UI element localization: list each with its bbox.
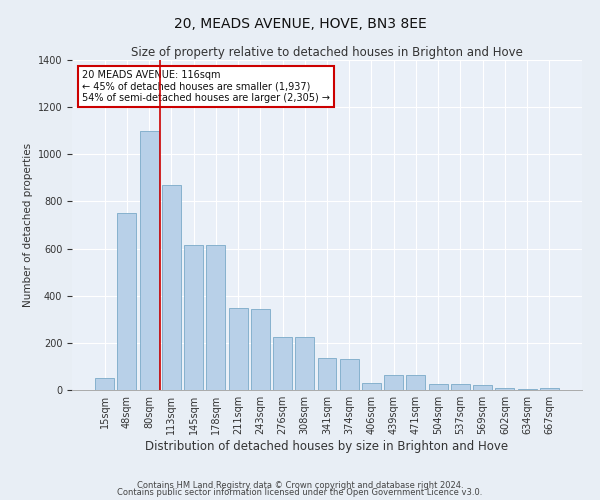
Bar xyxy=(206,245,225,390)
Bar xyxy=(406,374,425,390)
Bar xyxy=(95,378,114,390)
Bar xyxy=(451,384,470,390)
Text: Contains HM Land Registry data © Crown copyright and database right 2024.: Contains HM Land Registry data © Crown c… xyxy=(137,480,463,490)
Bar xyxy=(295,337,314,390)
Bar xyxy=(384,374,403,390)
Bar xyxy=(162,185,181,390)
Bar xyxy=(362,383,381,390)
Bar xyxy=(473,386,492,390)
Bar xyxy=(518,389,536,390)
Bar xyxy=(251,308,270,390)
Bar xyxy=(540,388,559,390)
X-axis label: Distribution of detached houses by size in Brighton and Hove: Distribution of detached houses by size … xyxy=(145,440,509,453)
Bar xyxy=(140,130,158,390)
Text: 20 MEADS AVENUE: 116sqm
← 45% of detached houses are smaller (1,937)
54% of semi: 20 MEADS AVENUE: 116sqm ← 45% of detache… xyxy=(82,70,330,103)
Text: 20, MEADS AVENUE, HOVE, BN3 8EE: 20, MEADS AVENUE, HOVE, BN3 8EE xyxy=(173,18,427,32)
Y-axis label: Number of detached properties: Number of detached properties xyxy=(23,143,34,307)
Bar xyxy=(496,388,514,390)
Bar xyxy=(229,308,248,390)
Bar xyxy=(118,213,136,390)
Title: Size of property relative to detached houses in Brighton and Hove: Size of property relative to detached ho… xyxy=(131,46,523,59)
Bar xyxy=(317,358,337,390)
Bar xyxy=(340,360,359,390)
Bar xyxy=(184,245,203,390)
Bar xyxy=(273,337,292,390)
Bar xyxy=(429,384,448,390)
Text: Contains public sector information licensed under the Open Government Licence v3: Contains public sector information licen… xyxy=(118,488,482,497)
